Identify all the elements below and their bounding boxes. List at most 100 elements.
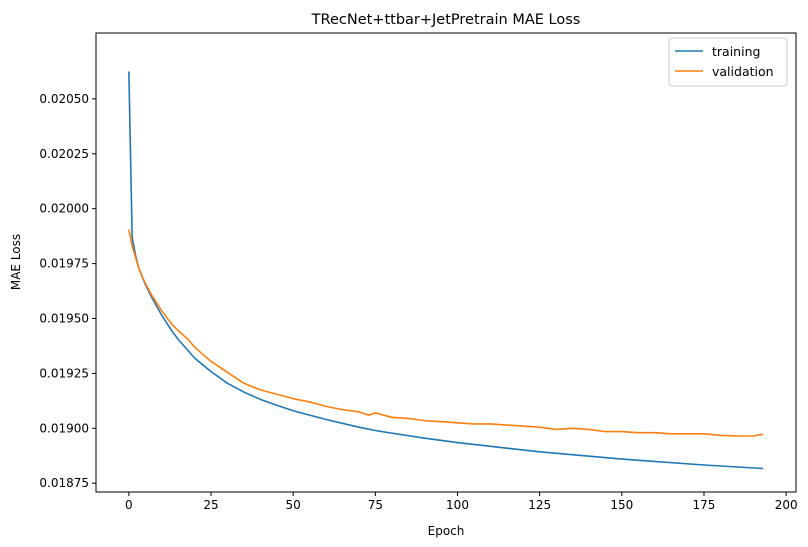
y-axis-label: MAE Loss	[9, 234, 23, 290]
data-point-training	[194, 357, 196, 359]
legend-box	[668, 37, 788, 87]
data-point-training	[276, 404, 278, 406]
data-point-validation	[135, 256, 137, 258]
data-point-training	[161, 314, 163, 316]
data-point-validation	[237, 378, 239, 380]
data-point-validation	[325, 406, 327, 408]
data-point-training	[375, 430, 377, 432]
data-point-validation	[424, 420, 426, 422]
data-point-training	[292, 410, 294, 412]
data-point-training	[358, 426, 360, 428]
y-tick-label: 0.02050	[39, 92, 89, 106]
data-point-validation	[358, 411, 360, 413]
data-point-validation	[138, 267, 140, 269]
data-point-validation	[703, 433, 705, 435]
data-point-validation	[243, 382, 245, 384]
y-tick-label: 0.01925	[39, 366, 89, 380]
data-point-validation	[457, 422, 459, 424]
data-point-validation	[637, 432, 639, 434]
data-point-validation	[440, 421, 442, 423]
data-point-training	[621, 458, 623, 460]
y-tick-label: 0.01950	[39, 312, 89, 326]
data-point-validation	[752, 435, 754, 437]
x-axis: 0 25 50 75 100 125 150 175 200	[125, 492, 798, 512]
data-point-validation	[605, 431, 607, 433]
x-tick-label: 100	[446, 498, 469, 512]
data-point-validation	[131, 245, 133, 247]
data-point-validation	[342, 409, 344, 411]
data-point-training	[325, 419, 327, 421]
data-point-validation	[621, 431, 623, 433]
data-point-validation	[588, 429, 590, 431]
y-tick-label: 0.02025	[39, 147, 89, 161]
data-point-validation	[204, 355, 206, 357]
data-point-training	[131, 236, 133, 238]
axes-frame	[95, 32, 797, 493]
data-point-validation	[720, 435, 722, 437]
data-point-training	[227, 382, 229, 384]
series-layer	[128, 71, 764, 470]
data-point-validation	[490, 423, 492, 425]
data-point-validation	[128, 229, 130, 231]
data-point-validation	[522, 425, 524, 427]
data-point-training	[490, 446, 492, 448]
data-point-validation	[210, 361, 212, 363]
data-point-training	[210, 371, 212, 373]
data-point-validation	[227, 372, 229, 374]
y-tick-label: 0.01875	[39, 476, 89, 490]
data-point-validation	[736, 435, 738, 437]
data-point-validation	[407, 418, 409, 420]
data-point-validation	[687, 433, 689, 435]
x-tick-label: 150	[610, 498, 633, 512]
legend-label-validation: validation	[712, 64, 774, 79]
chart-title: TRecNet+ttbar+JetPretrain MAE Loss	[311, 12, 581, 28]
data-point-validation	[375, 412, 377, 414]
data-point-validation	[171, 323, 173, 325]
data-point-validation	[276, 393, 278, 395]
series-line-validation	[128, 229, 764, 437]
data-point-validation	[654, 432, 656, 434]
data-point-validation	[572, 428, 574, 430]
x-axis-label: Epoch	[428, 524, 465, 538]
x-tick-label: 50	[286, 498, 301, 512]
y-tick-label: 0.02000	[39, 202, 89, 216]
data-point-validation	[292, 398, 294, 400]
data-point-training	[424, 437, 426, 439]
x-tick-label: 75	[368, 498, 383, 512]
data-point-training	[171, 330, 173, 332]
x-tick-label: 200	[775, 498, 798, 512]
data-point-validation	[177, 330, 179, 332]
data-point-training	[703, 464, 705, 466]
legend-label-training: training	[712, 44, 760, 59]
data-point-training	[762, 468, 764, 470]
data-point-training	[457, 442, 459, 444]
data-point-training	[391, 432, 393, 434]
data-point-validation	[151, 295, 153, 297]
data-point-validation	[194, 346, 196, 348]
y-axis: 0.01875 0.01900 0.01925 0.01950 0.01975 0.020…	[39, 92, 96, 490]
data-point-validation	[368, 414, 370, 416]
data-point-training	[243, 391, 245, 393]
data-point-validation	[762, 433, 764, 435]
data-point-validation	[220, 367, 222, 369]
x-tick-label: 0	[125, 498, 133, 512]
data-point-validation	[670, 433, 672, 435]
data-point-validation	[161, 310, 163, 312]
legend: training validation	[668, 37, 788, 87]
x-tick-label: 25	[203, 498, 218, 512]
data-point-training	[539, 451, 541, 453]
y-tick-label: 0.01975	[39, 257, 89, 271]
x-tick-label: 125	[528, 498, 551, 512]
data-point-validation	[309, 401, 311, 403]
x-tick-label: 175	[693, 498, 716, 512]
data-point-validation	[473, 423, 475, 425]
data-point-training	[260, 399, 262, 401]
data-point-validation	[506, 424, 508, 426]
data-point-validation	[260, 389, 262, 391]
y-tick-label: 0.01900	[39, 421, 89, 435]
data-point-validation	[391, 417, 393, 419]
data-point-validation	[187, 339, 189, 341]
data-point-validation	[145, 283, 147, 285]
